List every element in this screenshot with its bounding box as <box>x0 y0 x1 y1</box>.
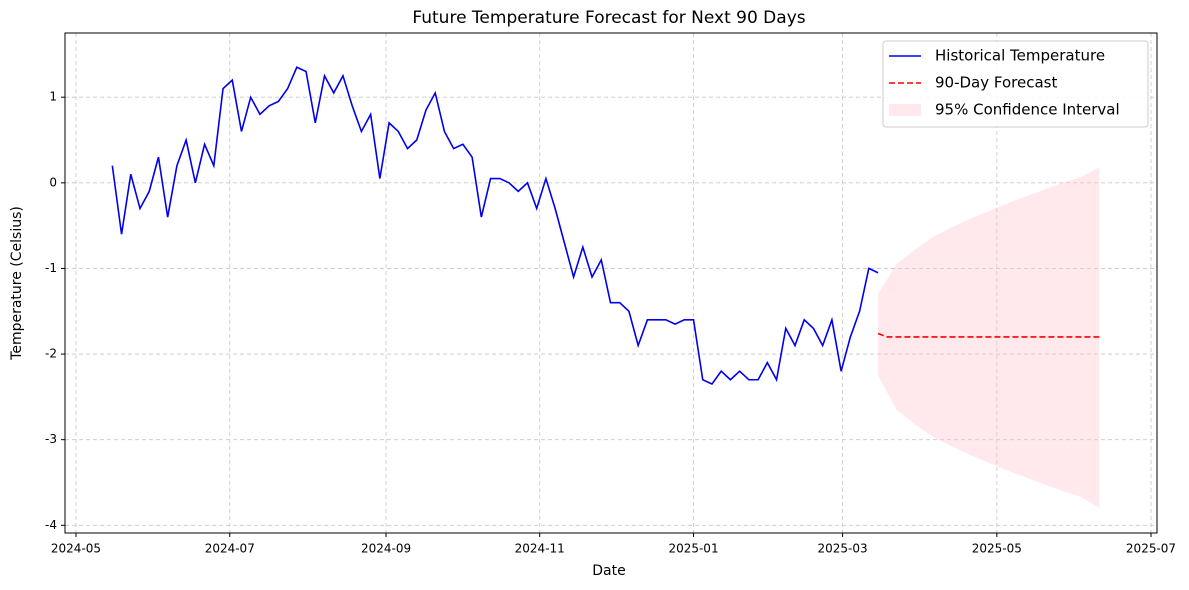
axes-frame <box>64 32 1158 534</box>
legend: Historical Temperature 90-Day Forecast 95%… <box>882 40 1149 128</box>
x-axis-label: Date <box>592 563 625 579</box>
x-tick-label: 2024-09 <box>361 542 411 556</box>
x-tick-label: 2025-03 <box>818 542 868 556</box>
x-tick-label: 2024-07 <box>205 542 255 556</box>
line-series <box>877 332 1100 338</box>
y-tick-label: -2 <box>45 347 57 361</box>
x-tick-label: 2024-05 <box>51 542 101 556</box>
legend-swatch <box>889 104 921 116</box>
y-tick-label: -4 <box>45 518 57 532</box>
line-series <box>111 66 879 386</box>
x-tick-label: 2024-11 <box>515 542 565 556</box>
y-axis-label: Temperature (Celsius) <box>9 206 25 361</box>
x-tick-label: 2025-01 <box>668 542 718 556</box>
x-tick-label: 2025-07 <box>1126 542 1176 556</box>
y-tick-label: -3 <box>45 432 57 446</box>
legend-label: 95% Confidence Interval <box>935 101 1120 119</box>
confidence-band <box>878 167 1100 509</box>
legend-label: Historical Temperature <box>935 47 1105 65</box>
x-tick-label: 2025-05 <box>972 542 1022 556</box>
chart-title: Future Temperature Forecast for Next 90 … <box>412 8 805 28</box>
y-tick-label: -1 <box>45 261 57 275</box>
legend-label: 90-Day Forecast <box>935 74 1057 92</box>
y-tick-label: 1 <box>49 90 57 104</box>
legend-box <box>882 40 1149 128</box>
y-tick-label: 0 <box>49 175 57 189</box>
